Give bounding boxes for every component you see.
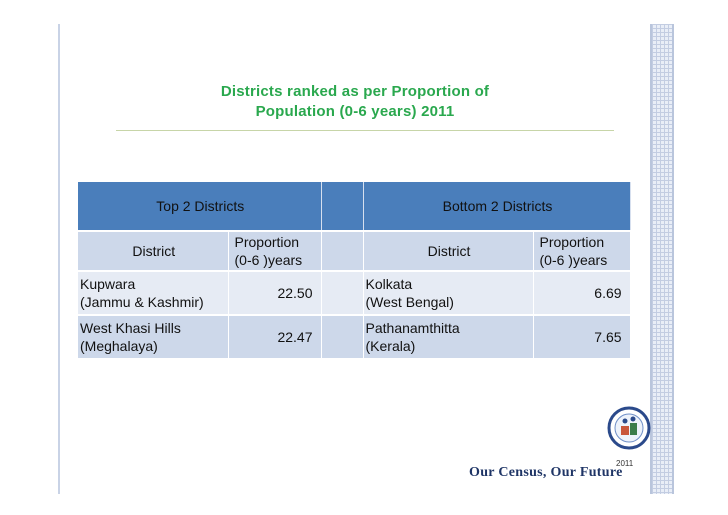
right-decor-bar [650, 24, 674, 494]
slide-title: Districts ranked as per Proportion of Po… [170, 82, 540, 122]
top-district-value: 22.50 [228, 270, 322, 315]
top-districts-header: Top 2 Districts [78, 182, 322, 231]
district-state: (Jammu & Kashmir) [80, 294, 204, 310]
table-row: Kupwara (Jammu & Kashmir) 22.50 Kolkata … [78, 270, 631, 315]
bottom-districts-header: Bottom 2 Districts [363, 182, 631, 231]
bottom-district-value: 7.65 [533, 314, 631, 358]
logo-year: 2011 [616, 459, 634, 468]
census-logo-icon [607, 406, 651, 450]
top-district-name: Kupwara (Jammu & Kashmir) [78, 270, 229, 315]
district-name: Kupwara [80, 276, 136, 292]
top-district-name: West Khasi Hills (Meghalaya) [78, 314, 229, 358]
title-divider [116, 130, 614, 131]
bottom-district-name: Kolkata (West Bengal) [363, 270, 534, 315]
bottom-proportion-col-header: Proportion (0-6 )years [533, 230, 631, 271]
left-decor-line [58, 24, 60, 494]
group-header-row: Top 2 Districts Bottom 2 Districts [78, 182, 631, 231]
bottom-district-col-header: District [363, 230, 534, 271]
proportion-label: Proportion [539, 234, 605, 250]
title-line-2: Population (0-6 years) 2011 [255, 103, 455, 120]
top-district-col-header: District [78, 230, 229, 271]
table-row: West Khasi Hills (Meghalaya) 22.47 Patha… [78, 314, 631, 358]
proportion-label: Proportion [234, 234, 300, 250]
header-spacer [321, 230, 364, 271]
row-spacer [321, 270, 364, 315]
header-spacer [321, 182, 364, 231]
top-proportion-col-header: Proportion (0-6 )years [228, 230, 322, 271]
column-header-row: District Proportion (0-6 )years District… [78, 230, 631, 271]
district-name: Pathanamthitta [365, 320, 460, 336]
proportion-unit: (0-6 )years [539, 252, 608, 268]
district-state: (West Bengal) [365, 294, 454, 310]
row-spacer [321, 314, 364, 358]
bottom-district-value: 6.69 [533, 270, 631, 315]
bottom-district-name: Pathanamthitta (Kerala) [363, 314, 534, 358]
top-district-value: 22.47 [228, 314, 322, 358]
district-state: (Meghalaya) [80, 338, 158, 354]
district-name: Kolkata [365, 276, 413, 292]
census-tagline: Our Census, Our Future [469, 465, 623, 480]
title-line-1: Districts ranked as per Proportion of [220, 83, 490, 100]
district-state: (Kerala) [365, 338, 416, 354]
district-name: West Khasi Hills [80, 320, 181, 336]
proportion-unit: (0-6 )years [234, 252, 303, 268]
districts-table: Top 2 Districts Bottom 2 Districts Distr… [78, 182, 631, 358]
